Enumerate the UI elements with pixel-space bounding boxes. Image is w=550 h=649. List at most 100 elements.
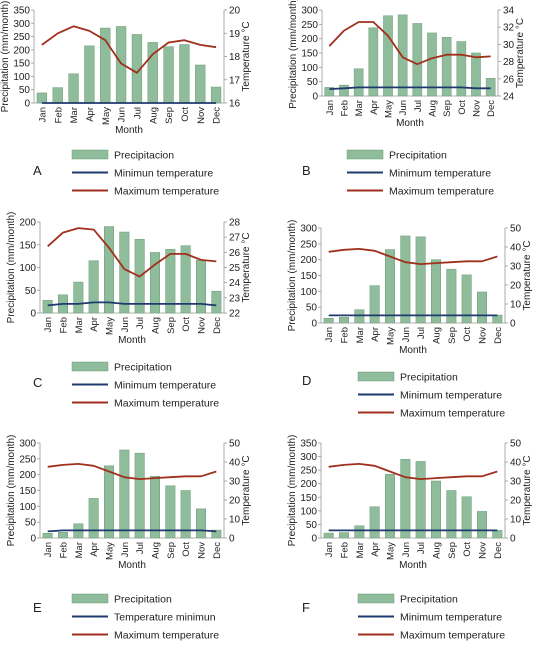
right-tick-label: 30 [510,262,522,273]
precipitation-bar [323,318,334,324]
precipitation-bar [461,496,472,539]
x-tick-label: Apr [89,542,100,557]
right-axis-title: Temperature °C [522,240,533,310]
x-tick-label: Aug [432,327,443,344]
left-tick-label: 250 [13,32,30,43]
right-axis-title: Temperature °C [241,455,252,525]
precipitation-bar [441,36,452,97]
x-axis-title: Month [118,560,146,571]
precipitation-bar [180,245,191,314]
left-axis-title: Precipitation (mm/month) [287,220,298,332]
legend-label: Minimum temperature [400,612,502,624]
x-tick-label: Jun [398,100,409,115]
precipitation-bar [149,476,161,539]
legend-label: Maximum temperature [114,630,219,642]
right-tick-label: 16 [229,99,241,110]
precipitation-bar [384,473,396,539]
x-tick-label: Feb [59,542,70,558]
legend-label: Maximum temperature [400,630,505,642]
x-tick-label: Sep [447,542,458,559]
legend-label: Maximum temperature [114,186,219,198]
x-tick-label: Sep [442,100,453,117]
max-temperature-line [328,247,498,266]
precipitation-bar [149,252,161,314]
chart-panel-d: 0 50 100 150 200 250 300 0 10 20 30 40 50 Jan Feb Mar Ap… [287,220,533,420]
precipitation-bar [211,529,222,539]
left-tick-label: 150 [19,486,36,497]
left-tick-label: 0 [24,99,30,110]
panel-label: E [33,600,42,615]
panel-label: F [302,600,310,615]
precipitation-bar [485,77,496,97]
precipitation-bar [427,32,437,97]
min-temperature-line [329,86,491,90]
precipitation-bar [324,87,335,97]
left-tick-label: 350 [300,439,317,450]
x-tick-label: Oct [462,327,473,342]
legend-label: Minimum temperature [400,390,502,402]
chart-panel-b: 0 50 100 150 200 250 300 24 26 28 30 32 34 Jan Feb Mar A… [288,0,526,198]
x-tick-label: Sep [164,107,175,124]
precipitation-bar [383,15,393,97]
left-tick-label: 150 [300,271,317,282]
left-tick-label: 100 [19,263,36,274]
x-tick-label: Nov [197,317,208,334]
x-tick-label: Jan [43,317,54,332]
precipitation-bar [338,317,350,324]
right-tick-label: 20 [229,496,241,507]
precipitation-bar [68,73,79,104]
left-axis-title: Precipitation (mm/month) [0,1,11,113]
precipitation-bar [400,235,411,324]
x-tick-label: Sep [166,542,177,559]
legend: Precipitation Minimum temperature Maximum … [357,371,505,420]
precipitation-bar [369,506,380,539]
left-tick-label: 200 [300,255,317,266]
x-tick-label: Aug [428,100,439,117]
left-tick-label: 100 [19,502,36,513]
left-tick-label: 200 [300,479,317,490]
legend-swatch-precipitation [357,371,395,382]
right-tick-label: 10 [510,515,522,526]
legend: Precipitation Temperature minimun Maximum … [71,594,219,642]
legend-label: Precipitacion [114,150,174,162]
x-tick-label: Mar [74,317,85,333]
left-tick-label: 50 [25,518,37,529]
right-tick-label: 10 [510,300,522,311]
x-tick-label: Oct [181,317,192,332]
x-tick-label: Apr [85,107,96,122]
max-temperature-line [47,227,217,278]
chart-panel-a: 0 50 100 150 200 250 300 350 16 17 18 19 20 Jan Feb Mar… [0,1,252,198]
x-tick-label: May [101,107,112,125]
chart-panel-f: 0 50 100 150 200 250 300 350 0 10 20 30 40 50 Jan Feb Ma… [287,435,533,642]
right-tick-label: 40 [229,458,241,469]
left-tick-label: 200 [19,470,36,481]
chart-panel-c: 0 50 100 150 200 22 23 24 25 26 27 28 Jan Feb Mar Apr Ma… [6,212,252,410]
precipitation-bar [211,290,222,314]
legend-swatch-precipitation [71,149,109,160]
left-tick-label: 100 [300,287,317,298]
precipitation-bar [323,532,334,539]
precipitation-bar [471,52,481,97]
left-axis-title: Precipitation (mm/month) [6,212,17,324]
legend-label: Maximum temperature [114,398,219,410]
x-tick-label: Jul [135,542,146,554]
left-tick-label: 200 [13,45,30,56]
x-tick-label: Oct [181,542,192,557]
x-tick-label: Feb [340,100,351,116]
right-tick-label: 20 [229,6,241,17]
x-tick-label: Nov [472,100,483,117]
precipitation-bar [476,291,488,324]
left-tick-label: 300 [13,19,30,30]
left-axis-title: Precipitation (mm/month) [6,435,17,547]
x-tick-label: Apr [370,327,381,342]
panel-label: B [302,163,311,178]
precipitation-bar [36,92,48,104]
legend-label: Minimum temperature [114,380,216,392]
precipitation-bar [57,532,69,539]
x-tick-label: Mar [355,542,366,558]
x-tick-label: Mar [69,107,80,123]
x-tick-label: Dec [212,107,223,124]
left-tick-label: 0 [311,534,317,545]
x-tick-label: May [386,542,397,560]
